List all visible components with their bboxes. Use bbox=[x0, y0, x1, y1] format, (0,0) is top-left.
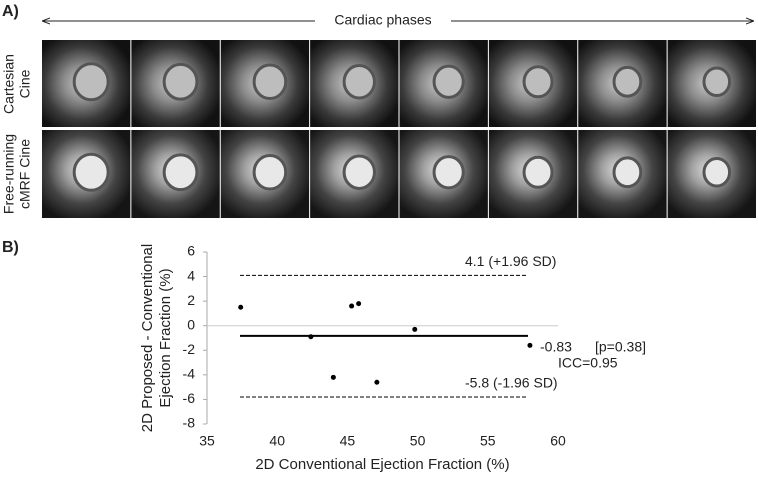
row-label: Cartesian bbox=[1, 54, 17, 114]
point bbox=[356, 301, 362, 307]
arrow-gap bbox=[315, 12, 451, 30]
x-tick-label: 45 bbox=[340, 433, 356, 449]
row-label: Cine bbox=[17, 69, 33, 98]
x-tick-label: 40 bbox=[269, 433, 285, 449]
heart bbox=[72, 152, 110, 192]
point bbox=[238, 304, 244, 310]
reference-label: -0.83 bbox=[540, 339, 572, 355]
panel-label: B) bbox=[2, 239, 19, 256]
x-axis-title: 2D Conventional Ejection Fraction (%) bbox=[255, 456, 509, 473]
heart bbox=[522, 65, 554, 99]
annotation: ICC=0.95 bbox=[558, 355, 618, 371]
y-tick-label: -2 bbox=[183, 341, 196, 357]
y-tick-label: 4 bbox=[187, 267, 195, 283]
heart bbox=[612, 156, 643, 189]
heart bbox=[702, 156, 732, 188]
heart bbox=[252, 153, 288, 191]
point bbox=[374, 379, 380, 385]
x-tick-label: 50 bbox=[410, 433, 426, 449]
y-tick-label: 0 bbox=[187, 316, 195, 332]
point bbox=[330, 374, 336, 380]
heart bbox=[522, 155, 554, 189]
point bbox=[527, 342, 533, 348]
heart bbox=[342, 154, 376, 190]
row-label: cMRF Cine bbox=[17, 139, 33, 209]
point bbox=[308, 334, 314, 340]
heart bbox=[162, 62, 199, 101]
y-axis-title: Ejection Fraction (%) bbox=[157, 268, 174, 407]
reference-label: 4.1 (+1.96 SD) bbox=[465, 253, 556, 269]
annotation: [p=0.38] bbox=[595, 339, 646, 355]
axis-title: Cardiac phases bbox=[334, 12, 431, 28]
panel-label: A) bbox=[2, 3, 19, 20]
heart bbox=[432, 64, 465, 99]
row-label: Free-running bbox=[1, 134, 17, 214]
image-grid bbox=[42, 40, 756, 218]
heart bbox=[702, 66, 732, 98]
heart bbox=[432, 155, 465, 190]
y-tick-label: -8 bbox=[183, 415, 196, 431]
x-tick-label: 35 bbox=[199, 433, 215, 449]
heart bbox=[342, 64, 376, 100]
y-tick-label: 2 bbox=[187, 292, 195, 308]
reference-label: -5.8 (-1.96 SD) bbox=[465, 375, 558, 391]
heart bbox=[612, 65, 643, 98]
x-tick-label: 55 bbox=[480, 433, 496, 449]
heart bbox=[162, 153, 199, 192]
plot: -8 -6 -4 -2 0 2 4 6 35 40 45 50 55 60 2D Conventional … bbox=[139, 243, 646, 473]
heart bbox=[252, 63, 288, 101]
y-axis-title: 2D Proposed - Conventional bbox=[139, 244, 156, 432]
x-tick-label: 60 bbox=[550, 433, 566, 449]
point bbox=[412, 326, 418, 332]
y-tick-label: -4 bbox=[183, 366, 196, 382]
y-tick-label: -6 bbox=[183, 390, 196, 406]
point bbox=[349, 303, 355, 309]
y-tick-label: 6 bbox=[187, 243, 195, 259]
heart bbox=[72, 62, 110, 102]
